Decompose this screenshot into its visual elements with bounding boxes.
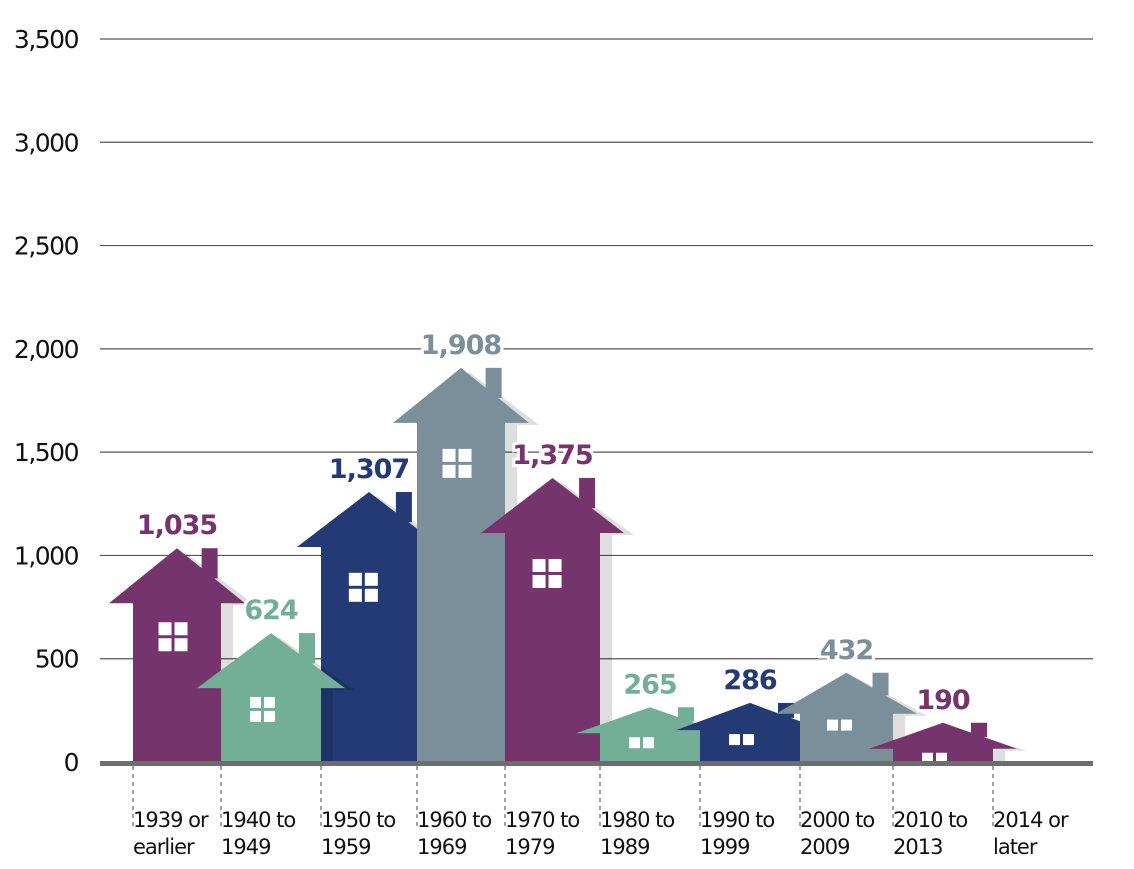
- bar-house: 624: [197, 592, 355, 762]
- bar-body: [109, 548, 245, 762]
- window-icon: [629, 737, 654, 749]
- window-icon: [348, 572, 378, 602]
- x-tick-label: 2010 to: [893, 808, 967, 832]
- bar-house: 286: [676, 662, 834, 762]
- x-tick-label: 1970 to: [505, 808, 579, 832]
- data-label: 624: [244, 595, 298, 626]
- x-tick-label: 1939 or: [133, 808, 209, 832]
- bars: 1,035 1,307 624 1,908 1,375 265 286 432 190: [109, 327, 1027, 764]
- window-icon: [250, 696, 275, 722]
- bar-chimney: [678, 707, 694, 722]
- y-tick-label: 0: [64, 748, 79, 777]
- y-tick-label: 500: [35, 645, 79, 674]
- bar-body: [869, 722, 1017, 762]
- data-label: 1,375: [512, 440, 592, 471]
- window-icon: [158, 622, 188, 652]
- bar-body: [297, 492, 441, 762]
- x-axis-baseline: [100, 761, 1093, 766]
- x-tick-label: 1990 to: [700, 808, 774, 832]
- x-tick-label: 1969: [417, 835, 466, 859]
- x-tick-label: 2009: [800, 835, 849, 859]
- window-icon: [442, 448, 472, 478]
- x-tick-label: 2014 or: [993, 808, 1069, 832]
- y-axis-ticks: 0 500 1,000 1,500 2,000 2,500 3,000 3,500: [14, 25, 80, 777]
- y-tick-label: 1,000: [14, 541, 79, 570]
- bar-body: [393, 367, 529, 762]
- x-tick-label: 1940 to: [221, 808, 295, 832]
- bar-body: [676, 702, 824, 762]
- x-tick-label: 2000 to: [800, 808, 874, 832]
- y-tick-label: 3,500: [14, 25, 79, 54]
- bar-chimney: [485, 367, 502, 399]
- y-tick-label: 2,500: [14, 232, 79, 261]
- x-tick-label: 1989: [600, 835, 649, 859]
- data-label: 265: [623, 669, 676, 700]
- data-label: 1,307: [329, 454, 409, 485]
- window-icon: [826, 719, 852, 731]
- data-label: 432: [820, 635, 873, 666]
- x-tick-label: 1999: [700, 835, 749, 859]
- y-tick-label: 2,000: [14, 335, 79, 364]
- bar-chimney: [579, 477, 596, 509]
- x-tick-label: 1950 to: [321, 808, 395, 832]
- bar-house: 432: [776, 632, 927, 762]
- window-icon: [922, 752, 947, 764]
- data-label: 190: [916, 685, 970, 716]
- data-label: 1,035: [137, 510, 217, 541]
- bar-house: 1,375: [481, 437, 634, 762]
- window-icon: [532, 558, 562, 588]
- data-label: 286: [723, 665, 777, 696]
- bar-chimney: [395, 492, 412, 523]
- bar-house: 190: [869, 682, 1027, 764]
- bar-body: [481, 477, 624, 762]
- x-tick-label: 1979: [505, 835, 554, 859]
- x-axis-categories: 1939 or earlier 1940 to 1949 1950 to 1959 1960…: [132, 766, 1070, 859]
- bar-chimney: [201, 548, 218, 579]
- data-label: 1,908: [421, 330, 502, 361]
- y-tick-label: 3,000: [14, 128, 79, 157]
- x-tick-label: later: [993, 835, 1038, 859]
- gridlines: [100, 38, 1093, 660]
- bar-chimney: [971, 722, 987, 738]
- y-tick-label: 1,500: [14, 438, 79, 467]
- x-tick-label: 1960 to: [417, 808, 491, 832]
- bar-chimney: [299, 633, 315, 664]
- x-tick-label: 1959: [321, 835, 370, 859]
- bar-body: [576, 707, 724, 762]
- bar-chimney: [872, 672, 889, 696]
- x-axis-line: [100, 761, 1093, 766]
- x-tick-label: earlier: [133, 835, 195, 859]
- bar-house: 265: [576, 666, 734, 762]
- bar-body: [776, 672, 917, 762]
- x-tick-label: 2013: [893, 835, 942, 859]
- x-tick-label: 1949: [221, 835, 270, 859]
- x-tick-label: 1980 to: [600, 808, 674, 832]
- window-icon: [729, 734, 754, 746]
